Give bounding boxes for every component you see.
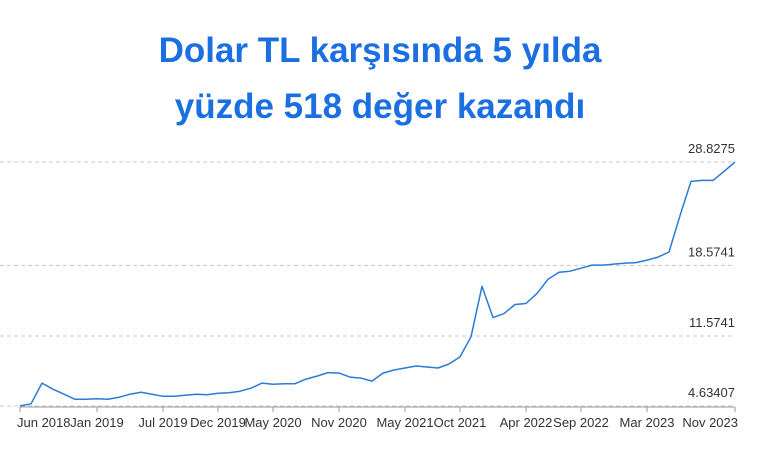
y-tick-label: 4.63407 [688, 385, 735, 400]
x-tick-label: Dec 2019 [190, 415, 246, 430]
y-tick-label: 18.5741 [688, 244, 735, 259]
y-tick-label: 11.5741 [689, 315, 735, 330]
chart-title: yüzde 518 değer kazandı [175, 87, 585, 126]
x-tick-label: Jul 2019 [138, 415, 187, 430]
line [19, 161, 736, 407]
x-tick-label: Nov 2023 [682, 415, 738, 430]
x-tick-label: Mar 2023 [620, 415, 675, 430]
x-tick-label: Nov 2020 [311, 415, 367, 430]
x-tick-label: Jun 2018 [17, 415, 71, 430]
x-tick-label: Sep 2022 [553, 415, 609, 430]
x-tick-label: Jan 2019 [70, 415, 124, 430]
x-tick-label: Oct 2021 [434, 415, 487, 430]
x-tick-label: May 2021 [376, 415, 433, 430]
chart-title: Dolar TL karşısında 5 yılda [159, 31, 602, 70]
x-tick-label: Apr 2022 [500, 415, 553, 430]
y-tick-label: 28.8275 [688, 141, 735, 156]
x-tick-label: May 2020 [244, 415, 301, 430]
